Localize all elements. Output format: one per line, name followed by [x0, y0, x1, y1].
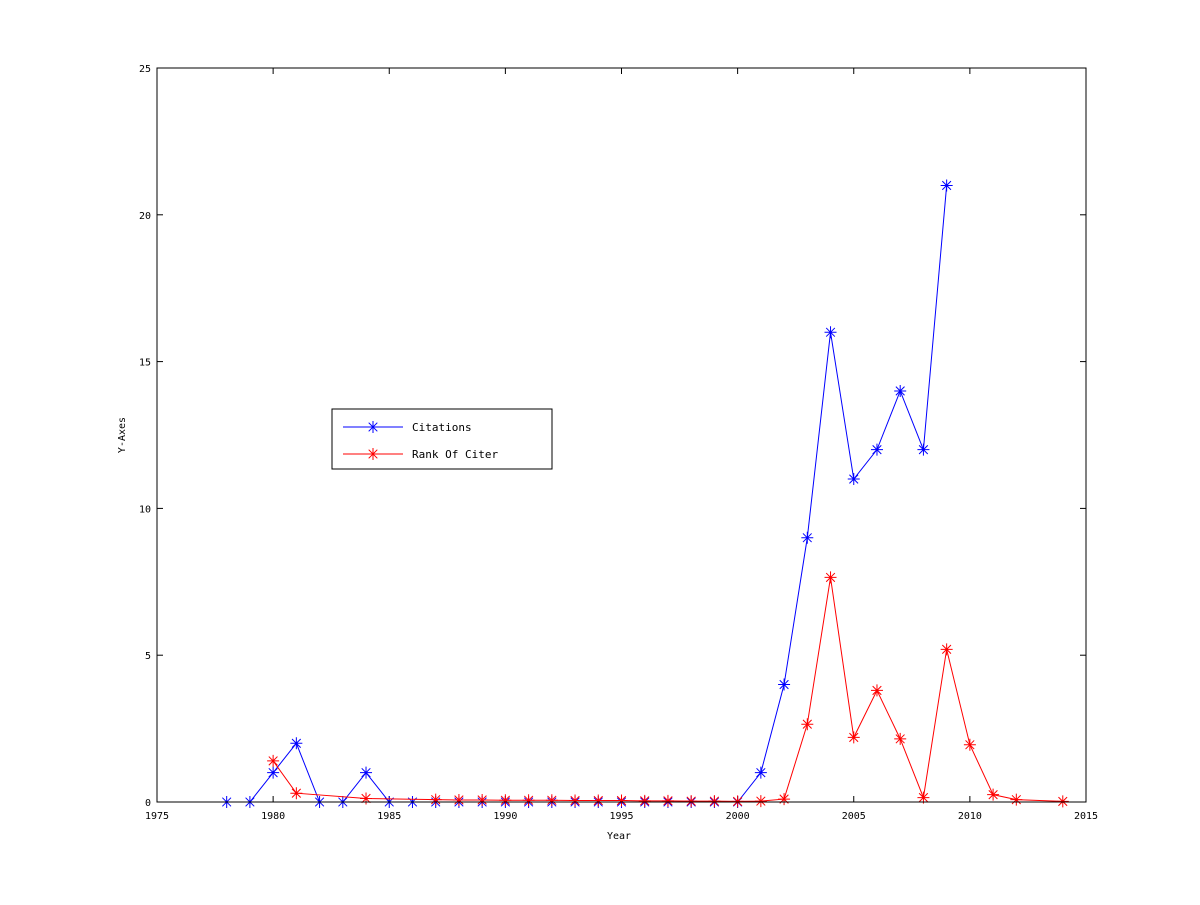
legend: Citations Rank Of Citer	[331, 408, 553, 470]
data-point-citations	[801, 531, 814, 544]
plot-area	[157, 68, 1086, 802]
x-tick-label: 2010	[958, 811, 982, 822]
x-tick-label: 1975	[145, 811, 169, 822]
legend-entries: Citations Rank Of Citer	[343, 421, 498, 461]
legend-label-rank-of-citer: Rank Of Citer	[412, 448, 498, 461]
data-point-rank-of-citer	[1056, 795, 1069, 808]
data-point-rank-of-citer	[638, 794, 651, 807]
x-axis-label: Year	[607, 831, 631, 842]
x-tick-label: 1980	[261, 811, 285, 822]
data-point-rank-of-citer	[476, 793, 489, 806]
data-point-rank-of-citer	[940, 643, 953, 656]
data-point-rank-of-citer	[708, 795, 721, 808]
data-point-rank-of-citer	[754, 795, 767, 808]
legend-marker-citations	[367, 421, 379, 433]
legend-label-citations: Citations	[412, 421, 472, 434]
data-point-rank-of-citer	[522, 794, 535, 807]
x-tick-label: 1985	[377, 811, 401, 822]
data-point-rank-of-citer	[429, 793, 442, 806]
data-point-rank-of-citer	[290, 787, 303, 800]
data-point-rank-of-citer	[452, 793, 465, 806]
data-point-rank-of-citer	[987, 788, 1000, 801]
data-point-rank-of-citer	[545, 794, 558, 807]
data-point-citations	[870, 443, 883, 456]
data-point-citations	[360, 766, 373, 779]
y-tick-label: 0	[145, 798, 151, 809]
data-point-rank-of-citer	[731, 795, 744, 808]
y-tick-label: 15	[139, 358, 151, 369]
x-tick-label: 1990	[493, 811, 517, 822]
data-point-citations	[894, 384, 907, 397]
y-tick-label: 5	[145, 651, 151, 662]
x-tick-label: 2005	[842, 811, 866, 822]
data-point-citations	[267, 766, 280, 779]
y-tick-label: 25	[139, 64, 151, 75]
data-point-rank-of-citer	[267, 754, 280, 767]
data-point-rank-of-citer	[685, 795, 698, 808]
data-point-citations	[847, 473, 860, 486]
data-point-rank-of-citer	[824, 571, 837, 584]
data-point-rank-of-citer	[360, 792, 373, 805]
y-tick-label: 20	[139, 211, 151, 222]
plot-frame	[156, 67, 1087, 803]
data-point-rank-of-citer	[615, 794, 628, 807]
data-point-rank-of-citer	[894, 732, 907, 745]
legend-marker-rank-of-citer	[367, 448, 379, 460]
y-axis-label: Y-Axes	[117, 417, 128, 453]
data-point-rank-of-citer	[870, 684, 883, 697]
data-point-rank-of-citer	[917, 791, 930, 804]
data-point-rank-of-citer	[963, 738, 976, 751]
y-tick-label: 10	[139, 504, 151, 515]
data-point-citations	[778, 678, 791, 691]
data-point-rank-of-citer	[661, 794, 674, 807]
data-point-citations	[917, 443, 930, 456]
data-point-citations	[754, 766, 767, 779]
data-point-citations	[290, 737, 303, 750]
data-point-rank-of-citer	[592, 794, 605, 807]
data-point-rank-of-citer	[569, 794, 582, 807]
data-point-rank-of-citer	[778, 793, 791, 806]
x-tick-label: 2015	[1074, 811, 1098, 822]
data-point-citations	[824, 326, 837, 339]
data-point-rank-of-citer	[801, 718, 814, 731]
data-point-rank-of-citer	[847, 731, 860, 744]
data-point-rank-of-citer	[1010, 793, 1023, 806]
data-point-rank-of-citer	[499, 794, 512, 807]
data-point-citations	[940, 179, 953, 192]
x-tick-label: 2000	[726, 811, 750, 822]
legend-box	[331, 408, 553, 470]
x-tick-label: 1995	[609, 811, 633, 822]
